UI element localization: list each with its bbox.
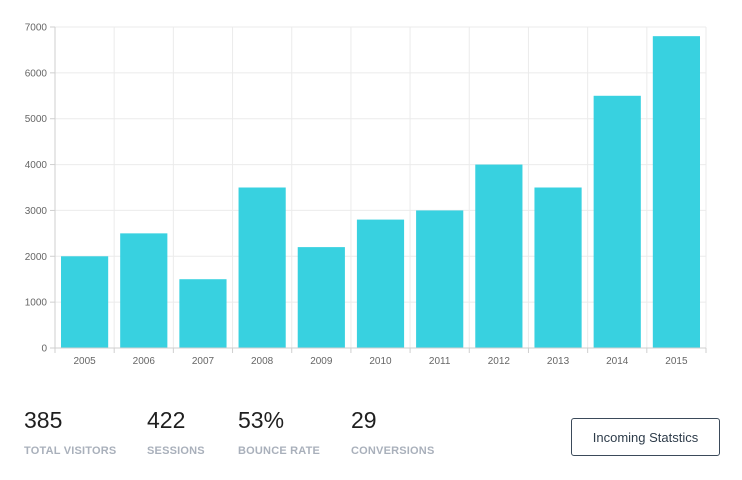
x-tick-label: 2014 bbox=[606, 356, 629, 367]
bar-2012[interactable] bbox=[475, 164, 523, 348]
stat-sessions: 422 SESSIONS bbox=[147, 405, 205, 457]
x-tick-label: 2015 bbox=[665, 356, 688, 367]
x-tick-label: 2010 bbox=[369, 356, 392, 367]
stat-bounce-rate: 53% BOUNCE RATE bbox=[238, 405, 320, 457]
incoming-statistics-button[interactable]: Incoming Statstics bbox=[571, 418, 720, 456]
stats-row: 385 TOTAL VISITORS 422 SESSIONS 53% BOUN… bbox=[0, 405, 742, 465]
stat-value: 53% bbox=[238, 407, 285, 433]
bar-2013[interactable] bbox=[534, 187, 582, 349]
x-tick-label: 2008 bbox=[251, 356, 274, 367]
bar-2010[interactable] bbox=[356, 219, 405, 348]
stat-conversions: 29 CONVERSIONS bbox=[351, 405, 435, 457]
chart-grid bbox=[54, 26, 707, 348]
y-tick-label: 7000 bbox=[25, 23, 48, 34]
y-axis-tick-labels: 0 1000 2000 3000 4000 5000 6000 7000 bbox=[25, 23, 48, 355]
x-tick-label: 2009 bbox=[310, 356, 333, 367]
x-tick-label: 2013 bbox=[547, 356, 570, 367]
stat-label: SESSIONS bbox=[147, 445, 205, 457]
bar-2008[interactable] bbox=[238, 187, 286, 349]
y-tick-label: 3000 bbox=[25, 206, 48, 217]
x-axis-tick-labels: 2005 2006 2007 2008 2009 2010 2011 2012 2013 2014… bbox=[73, 356, 688, 367]
stat-total-visitors: 385 TOTAL VISITORS bbox=[24, 405, 116, 457]
stat-value: 422 bbox=[147, 407, 186, 433]
x-tick-label: 2011 bbox=[429, 356, 451, 367]
chart-bars bbox=[61, 36, 700, 349]
bar-2005[interactable] bbox=[61, 256, 109, 348]
x-tick-label: 2007 bbox=[192, 356, 215, 367]
bar-2007[interactable] bbox=[179, 279, 227, 348]
y-tick-label: 0 bbox=[41, 344, 47, 355]
y-tick-label: 6000 bbox=[25, 68, 48, 79]
bar-2009[interactable] bbox=[297, 247, 345, 348]
y-tick-label: 5000 bbox=[25, 114, 48, 125]
stat-label: TOTAL VISITORS bbox=[24, 445, 117, 457]
stat-label: BOUNCE RATE bbox=[238, 445, 321, 457]
chart-axes bbox=[50, 26, 707, 353]
y-tick-label: 4000 bbox=[25, 160, 48, 171]
y-tick-label: 2000 bbox=[25, 252, 48, 263]
bar-2014[interactable] bbox=[593, 95, 641, 349]
bar-2015[interactable] bbox=[652, 36, 700, 349]
stat-label: CONVERSIONS bbox=[351, 445, 435, 457]
x-tick-label: 2005 bbox=[73, 356, 96, 367]
x-tick-label: 2006 bbox=[133, 356, 156, 367]
y-tick-label: 1000 bbox=[25, 298, 48, 309]
x-tick-label: 2012 bbox=[488, 356, 511, 367]
bar-2006[interactable] bbox=[120, 233, 168, 348]
stat-value: 385 bbox=[24, 407, 63, 433]
bar-2011[interactable] bbox=[416, 210, 464, 348]
stat-value: 29 bbox=[351, 407, 377, 433]
